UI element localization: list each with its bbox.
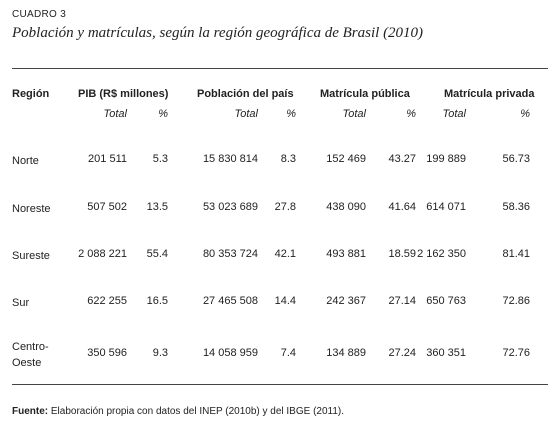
column-header: Región	[12, 88, 50, 100]
table-title: Población y matrículas, según la región …	[12, 25, 424, 41]
column-subheader: %	[520, 108, 530, 120]
table-cell: 614 071	[426, 201, 466, 213]
table-cell: 58.36	[502, 201, 530, 213]
column-subheader: %	[158, 108, 168, 120]
table-cell: 242 367	[326, 295, 366, 307]
row-header: Centro-Oeste	[12, 341, 49, 369]
top-rule	[12, 68, 548, 69]
table-cell: 27.14	[388, 295, 416, 307]
table-cell: 8.3	[280, 153, 296, 165]
table-cell: 350 596	[87, 347, 127, 359]
table-cell: 41.64	[388, 201, 416, 213]
table-cell: 199 889	[426, 153, 466, 165]
table-cell: 42.1	[274, 248, 296, 260]
table-cell: 72.86	[502, 295, 530, 307]
column-header: Matrícula pública	[320, 88, 410, 100]
table-cell: 81.41	[502, 248, 530, 260]
table-cell: 152 469	[326, 153, 366, 165]
table-cell: 27.24	[388, 347, 416, 359]
column-subheader: Total	[103, 108, 127, 120]
table-cell: 201 511	[88, 153, 127, 165]
table-cell: 15 830 814	[202, 153, 258, 165]
table-cell: 53 023 689	[202, 201, 258, 213]
table-cell: 18.59	[388, 248, 416, 260]
table-cell: 55.4	[146, 248, 168, 260]
column-subheader: %	[286, 108, 296, 120]
table-cell: 56.73	[502, 153, 530, 165]
table-cell: 27 465 508	[202, 295, 258, 307]
row-header: Noreste	[12, 203, 51, 215]
column-subheader: Total	[442, 108, 466, 120]
table-cell: 27.8	[274, 201, 296, 213]
row-header: Norte	[12, 155, 39, 167]
column-subheader: Total	[234, 108, 258, 120]
bottom-rule	[12, 384, 548, 385]
column-subheader: Total	[342, 108, 366, 120]
table-cell: 2 162 350	[417, 248, 466, 260]
table-cell: 622 255	[87, 295, 127, 307]
table-cell: 14.4	[274, 295, 296, 307]
table-cell: 493 881	[326, 248, 366, 260]
source-note: Fuente: Elaboración propia con datos del…	[12, 406, 344, 417]
table-cell: 134 889	[326, 347, 366, 359]
table-cell: 2 088 221	[78, 248, 127, 260]
column-header: Población del país	[197, 88, 294, 100]
source-text: Elaboración propia con datos del INEP (2…	[50, 406, 345, 417]
table-cell: 9.3	[152, 347, 168, 359]
table-cell: 14 058 959	[202, 347, 258, 359]
table-cell: 650 763	[426, 295, 466, 307]
table-cell: 360 351	[426, 347, 466, 359]
table-cell: 43.27	[388, 153, 416, 165]
table-label: CUADRO 3	[12, 9, 67, 20]
row-header: Sureste	[12, 250, 50, 262]
column-subheader: %	[406, 108, 416, 120]
table-cell: 438 090	[326, 201, 366, 213]
table-cell: 72.76	[502, 347, 530, 359]
table-cell: 16.5	[146, 295, 168, 307]
column-header: PIB (R$ millones)	[78, 88, 169, 100]
column-header: Matrícula privada	[444, 88, 535, 100]
table-cell: 80 353 724	[202, 248, 258, 260]
table-cell: 7.4	[280, 347, 296, 359]
table-cell: 507 502	[87, 201, 127, 213]
table-cell: 5.3	[152, 153, 168, 165]
table-cell: 13.5	[146, 201, 168, 213]
row-header: Sur	[12, 297, 30, 309]
source-label: Fuente:	[12, 406, 49, 417]
